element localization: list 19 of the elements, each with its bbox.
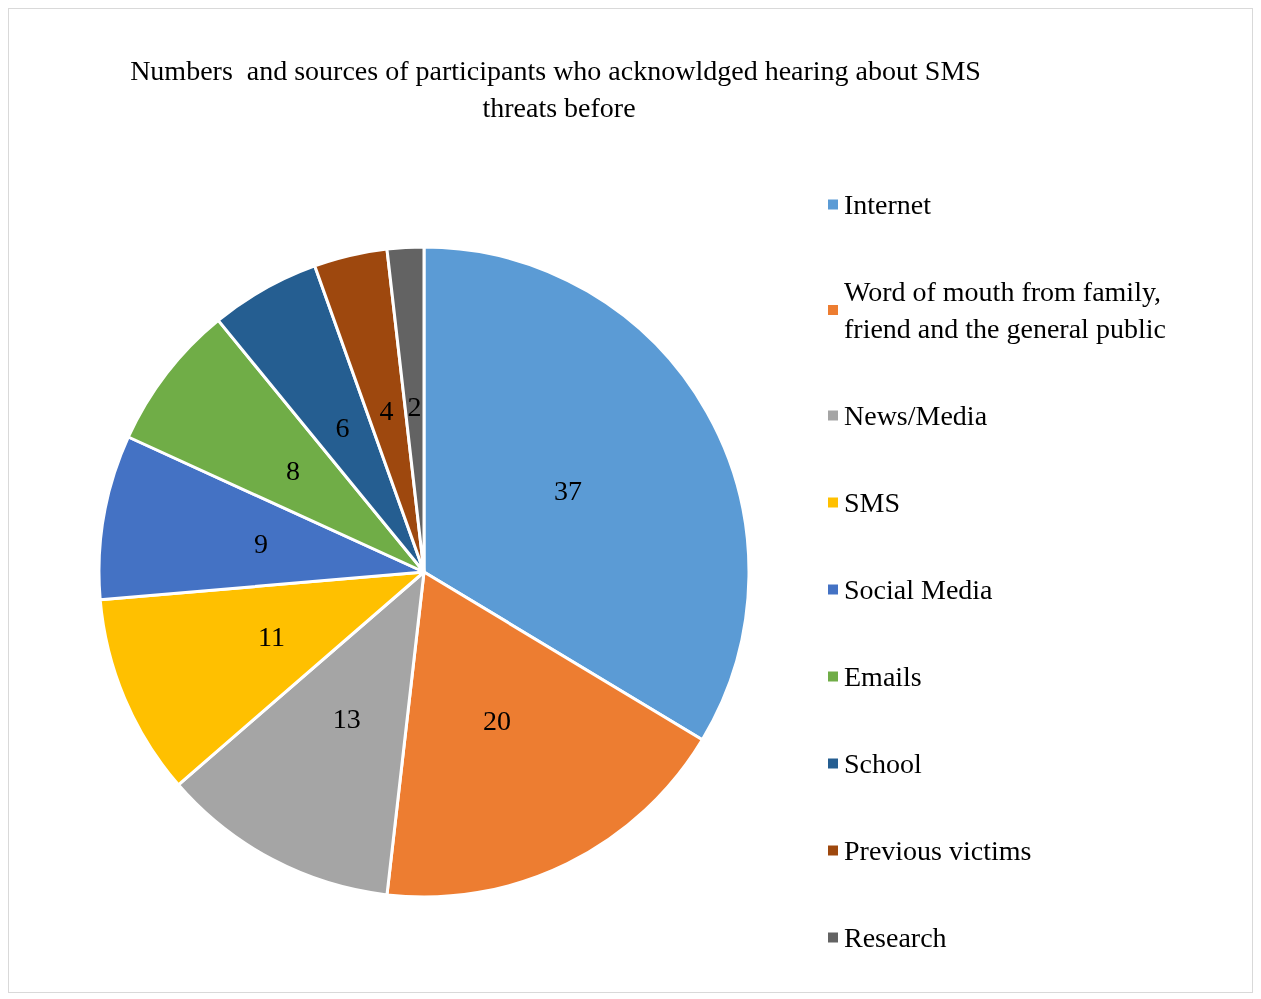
- legend-label: Previous victims: [844, 835, 1032, 866]
- data-label: 6: [335, 412, 350, 444]
- chart-title: Numbers and sources of participants who acknowldged hearing about SMS threats before: [130, 55, 988, 123]
- data-label: 37: [554, 475, 583, 507]
- legend-label: Emails: [844, 661, 922, 692]
- data-label: 20: [483, 705, 512, 737]
- legend-label: Research: [844, 922, 947, 953]
- legend-label: Word of mouth from family, friend and the general public: [844, 276, 1169, 344]
- legend-label: Social Media: [844, 574, 994, 605]
- data-label: 4: [379, 395, 394, 427]
- data-label: 11: [258, 620, 286, 652]
- legend-label: Internet: [844, 189, 932, 220]
- data-label: 2: [407, 391, 422, 423]
- data-label: 8: [285, 455, 300, 487]
- legend-label: SMS: [844, 487, 901, 518]
- data-label: 9: [253, 528, 268, 560]
- legend-label: School: [844, 748, 922, 779]
- legend-label: News/Media: [844, 400, 988, 431]
- data-label: 13: [332, 702, 361, 734]
